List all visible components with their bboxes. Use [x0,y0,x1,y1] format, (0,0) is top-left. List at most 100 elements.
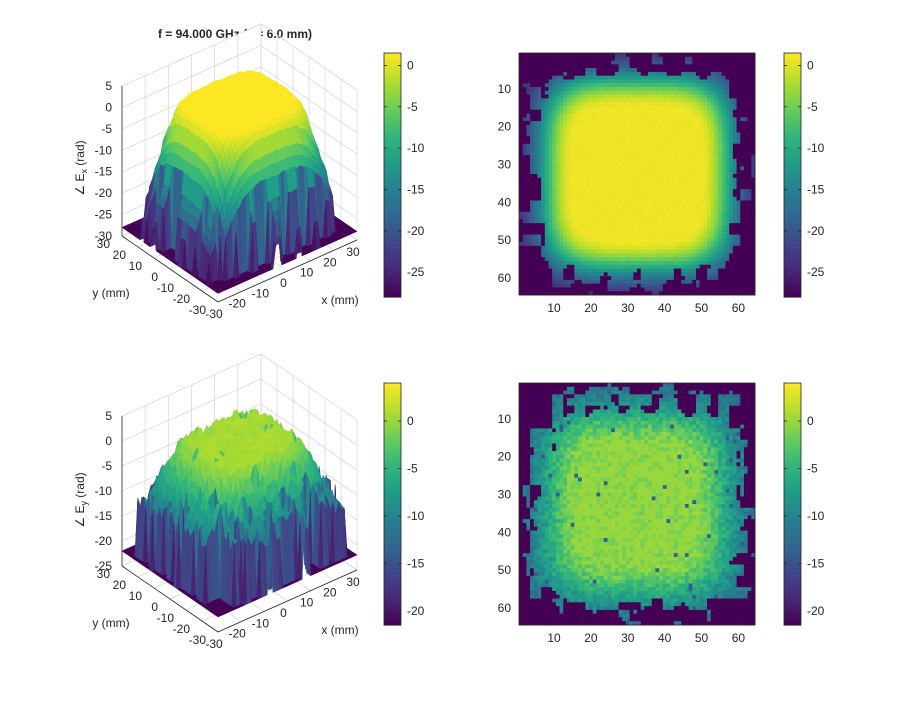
heatmap-cell [662,75,667,80]
heatmap-cell [548,151,553,156]
heatmap-cell [618,177,623,182]
heatmap-cell [614,177,619,182]
heatmap-cell [633,83,638,88]
heatmap-cell [607,64,612,69]
heatmap-cell [640,124,645,130]
heatmap-cell [522,151,527,156]
heatmap-cell [541,139,546,145]
heatmap-cell [541,155,546,160]
heatmap-cell [629,79,634,84]
heatmap-cell [677,60,682,65]
heatmap-cell [684,128,690,133]
heatmap-cell [611,121,616,126]
heatmap-cell [732,105,737,111]
heatmap-cell [740,185,745,190]
heatmap-cell [673,139,678,145]
z-tick-label: -20 [95,186,113,200]
heatmap-cell [703,83,708,88]
heatmap-cell [533,75,538,80]
heatmap-cell [559,170,564,175]
heatmap-cell [614,128,619,133]
heatmap-cell [578,68,583,73]
heatmap-cell [559,117,564,122]
heatmap-cell [640,56,645,61]
heatmap-cell [736,166,741,171]
heatmap-cell [570,64,575,69]
heatmap-cell [519,60,524,65]
heatmap-cell [563,68,568,73]
heatmap-cell [736,192,741,198]
heatmap-cell [592,166,597,171]
heatmap-cell [710,117,715,122]
heatmap-cell [581,87,586,92]
heatmap-cell [684,56,690,61]
heatmap-cell [526,121,531,126]
heatmap-cell [640,196,645,201]
heatmap-cell [666,155,671,160]
heatmap-cell [721,98,726,103]
heatmap-cell [522,185,527,190]
heatmap-cell [629,117,634,122]
heatmap-cell [681,68,686,73]
colorbar-band [384,223,401,229]
heatmap-cell [600,109,605,114]
heatmap-cell [692,147,697,152]
heatmap-cell [681,185,686,190]
heatmap-cell [537,83,542,88]
heatmap-cell [725,113,730,118]
heatmap-cell [696,75,701,80]
heatmap-cell [633,155,638,160]
heatmap-cell [574,158,579,164]
heatmap-cell [703,136,708,141]
heatmap-cell [736,155,741,160]
heatmap-cell [703,128,708,133]
heatmap-cell [603,162,608,167]
heatmap-cell [611,200,616,205]
heatmap-cell [736,87,741,92]
heatmap-cell [544,189,549,194]
heatmap-cell [629,124,634,130]
heatmap-cell [707,151,712,156]
heatmap-cell [699,102,704,107]
heatmap-cell [703,177,708,182]
heatmap-cell [692,75,697,80]
heatmap-cell [611,174,616,179]
heatmap-cell [732,162,737,167]
heatmap-cell [640,200,645,205]
heatmap-cell [533,98,538,103]
ex-z-axis-label: ∠ Ex (rad) [73,140,89,195]
heatmap-cell [718,158,723,164]
heatmap-cell [574,143,579,148]
heatmap-cell [537,90,542,95]
heatmap-cell [530,75,535,80]
heatmap-cell [743,185,749,190]
heatmap-cell [589,64,594,69]
heatmap-cell [589,53,594,58]
heatmap-cell [718,189,723,194]
heatmap-cell [725,94,730,99]
heatmap-cell [640,121,645,126]
heatmap-cell [710,109,715,114]
heatmap-cell [607,68,612,73]
heatmap-cell [585,192,590,198]
heatmap-cell [596,105,601,111]
heatmap-cell [563,181,568,186]
heatmap-cell [659,94,664,99]
heatmap-cell [644,136,649,141]
heatmap-cell [526,79,531,84]
heatmap-cell [633,151,638,156]
heatmap-cell [574,151,579,156]
heatmap-cell [696,83,701,88]
heatmap-cell [533,124,538,130]
heatmap-cell [629,192,634,198]
heatmap-cell [519,90,524,95]
heatmap-cell [673,196,678,201]
heatmap-cell [651,155,656,160]
heatmap-cell [596,90,601,95]
heatmap-cell [637,155,642,160]
heatmap-cell [600,121,605,126]
heatmap-cell [681,151,686,156]
heatmap-cell [662,132,667,137]
heatmap-cell [725,185,730,190]
heatmap-cell [596,162,601,167]
